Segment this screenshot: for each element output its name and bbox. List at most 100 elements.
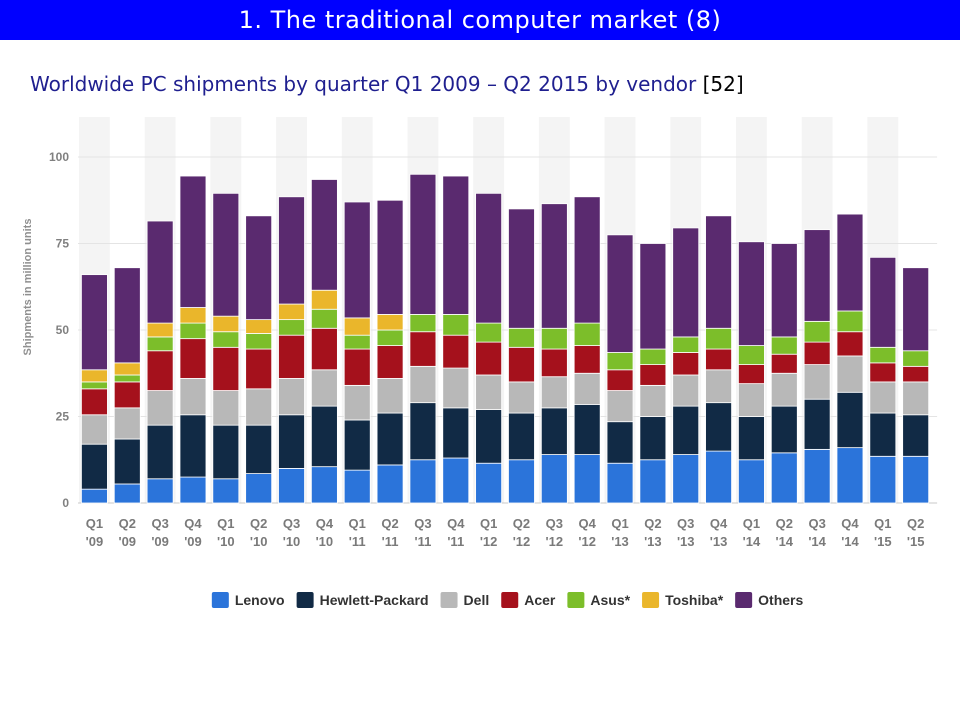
bar-segment-dell (672, 374, 700, 407)
legend-item[interactable]: Dell (440, 592, 490, 608)
x-tick-label-year: '10 (250, 534, 268, 549)
x-tick-label-quarter: Q1 (349, 516, 366, 531)
bar-segment-toshiba (179, 307, 207, 324)
bar-segment-acer (245, 348, 273, 390)
bar-segment-others (705, 215, 732, 329)
legend-label: Acer (524, 592, 556, 608)
x-tick-label-year: '09 (86, 534, 104, 549)
bar-segment-asus (376, 329, 404, 346)
bar-segment-lenovo (902, 455, 930, 504)
legend-swatch (440, 592, 458, 608)
x-tick-label-quarter: Q4 (447, 516, 465, 531)
x-tick-label-year: '15 (907, 534, 925, 549)
x-tick-label-quarter: Q2 (776, 516, 793, 531)
bar-segment-dell (409, 365, 437, 404)
x-tick-label-year: '13 (611, 534, 629, 549)
bar-segment-others (212, 192, 240, 317)
bar-segment-asus (278, 319, 305, 336)
x-tick-label-year: '11 (415, 534, 432, 549)
bar-segment-lenovo (573, 454, 601, 504)
bar-segment-acer (146, 350, 174, 391)
subtitle-text: Worldwide PC shipments by quarter Q1 200… (30, 72, 697, 96)
bar-segment-asus (245, 333, 273, 350)
legend-item[interactable]: Acer (501, 592, 556, 608)
y-axis-label: Shipments in million units (22, 219, 34, 356)
bar-segment-lenovo (113, 483, 141, 504)
x-tick-label-year: '10 (316, 534, 334, 549)
bar-segment-lenovo (836, 447, 864, 504)
bar-segment-toshiba (245, 319, 273, 334)
bar-segment-others (442, 175, 470, 315)
legend-item[interactable]: Hewlett-Packard (296, 592, 429, 608)
x-tick-label-year: '12 (513, 534, 531, 549)
bar-segment-lenovo (81, 488, 108, 504)
bar-segment-lenovo (508, 459, 535, 504)
x-tick-label-quarter: Q1 (86, 516, 103, 531)
legend-label: Lenovo (235, 592, 285, 608)
legend-label: Toshiba* (665, 592, 724, 608)
bar-segment-asus (869, 346, 897, 364)
bar-segment-acer (770, 353, 798, 374)
bar-segment-acer (442, 334, 470, 369)
bar-segment-asus (146, 336, 174, 352)
bar-segment-asus (310, 308, 338, 329)
bar-segment-dell (442, 367, 470, 409)
bar-segment-lenovo (705, 450, 732, 504)
x-tick-label-year: '13 (710, 534, 728, 549)
bar-segment-asus (738, 345, 765, 366)
bar-segment-toshiba (278, 303, 305, 321)
bar-segment-acer (738, 364, 765, 385)
bar-segment-dell (310, 369, 338, 407)
legend-item[interactable]: Lenovo (211, 592, 285, 608)
bar-segment-asus (770, 336, 798, 355)
bar-segment-others (179, 175, 207, 308)
bar-segment-others (738, 241, 765, 346)
bar-segment-hewlett-packard (836, 391, 864, 449)
bar-segment-asus (540, 327, 568, 350)
bar-segment-hewlett-packard (343, 419, 371, 471)
bar-segment-dell (212, 390, 240, 426)
bar-segment-hewlett-packard (705, 402, 732, 452)
legend-item[interactable]: Asus* (567, 592, 631, 608)
slide-title-bar: 1. The traditional computer market (8) (0, 0, 960, 40)
bar-segment-hewlett-packard (409, 402, 437, 461)
bar-segment-lenovo (738, 459, 765, 504)
y-tick-label: 100 (49, 150, 69, 164)
bar-segment-dell (146, 390, 174, 426)
slide-title: 1. The traditional computer market (8) (238, 6, 722, 34)
bar-segment-asus (475, 322, 503, 343)
bar-segment-asus (836, 310, 864, 333)
bar-segment-dell (245, 388, 273, 426)
bar-segment-lenovo (343, 469, 371, 504)
bar-segment-others (573, 196, 601, 324)
bar-segment-lenovo (310, 466, 338, 504)
bar-segment-hewlett-packard (508, 412, 535, 461)
bar-segment-acer (278, 334, 305, 379)
bar-segment-hewlett-packard (113, 438, 141, 485)
legend-label: Others (758, 592, 803, 608)
x-tick-label-year: '11 (349, 534, 366, 549)
bar-segment-toshiba (212, 315, 240, 333)
bar-segment-lenovo (540, 454, 568, 504)
legend-item[interactable]: Others (735, 592, 803, 608)
bar-segment-asus (212, 331, 240, 348)
bar-segment-lenovo (212, 478, 240, 504)
x-tick-label-year: '14 (775, 534, 793, 549)
bar-segment-acer (573, 345, 601, 374)
bar-segment-lenovo (278, 467, 305, 504)
legend-swatch (211, 592, 229, 608)
x-tick-label-quarter: Q1 (743, 516, 760, 531)
legend: Lenovo Hewlett-Packard Dell Acer Asus* Toshib… (211, 592, 803, 608)
bar-segment-asus (179, 322, 207, 340)
y-tick-label: 50 (56, 323, 70, 337)
bar-segment-dell (902, 381, 930, 416)
bar-segment-others (278, 196, 305, 305)
bar-segment-hewlett-packard (475, 409, 503, 464)
bar-segment-hewlett-packard (278, 414, 305, 469)
x-tick-label-year: '14 (743, 534, 761, 549)
legend-item[interactable]: Toshiba* (642, 592, 724, 608)
bar-segment-others (803, 229, 831, 322)
x-tick-label-quarter: Q2 (907, 516, 924, 531)
legend-swatch (501, 592, 519, 608)
bar-segment-asus (705, 327, 732, 350)
